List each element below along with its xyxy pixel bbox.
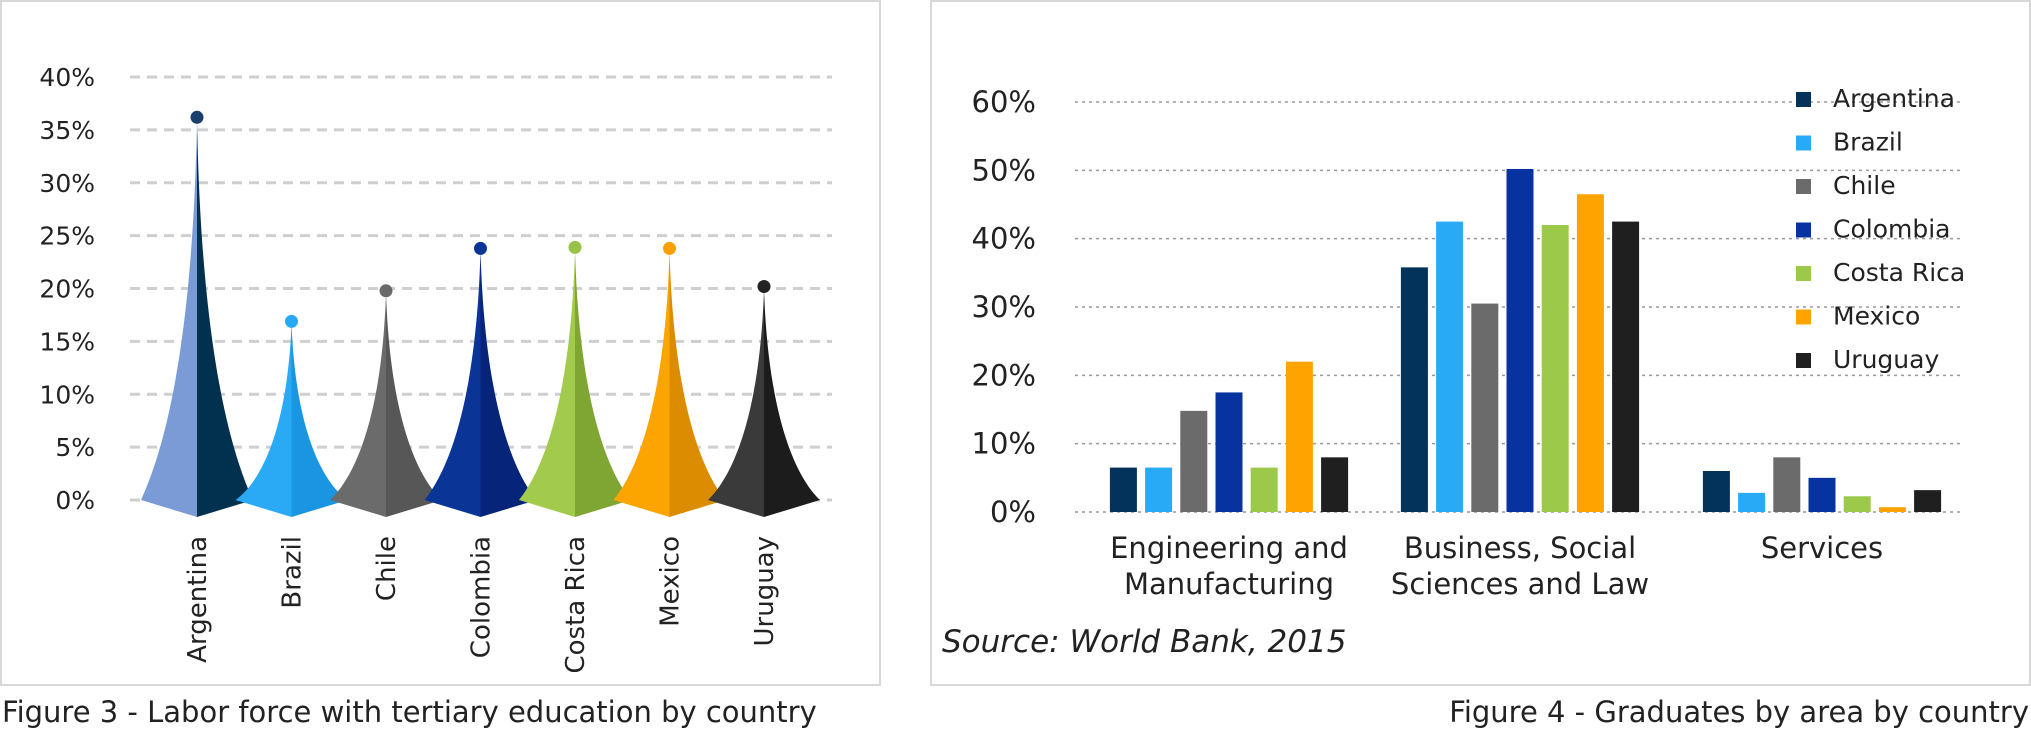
y-tick-label: 60%: [972, 85, 1036, 119]
spike-right-face: [386, 292, 442, 517]
spike-left-face: [235, 323, 292, 517]
labor-force-chart: 0% 5% 10% 15% 20% 25% 30% 35% 40% Argentina Brazil…: [39, 63, 832, 674]
bar-brazil-services: [1738, 492, 1766, 512]
bar-mexico-services: [1878, 507, 1906, 512]
labor-force-chart-panel: 0% 5% 10% 15% 20% 25% 30% 35% 40% Argentina Brazil…: [0, 0, 881, 686]
bar-brazil-engineering-and-manufacturing: [1145, 467, 1173, 512]
y-tick-label: 15%: [39, 327, 95, 356]
spike-right-face: [480, 250, 537, 517]
y-tick-label: 30%: [972, 290, 1036, 324]
spike-costa-rica: [519, 249, 631, 517]
spike-uruguay: [708, 288, 820, 517]
bar-chile-business-social-sciences-and-law: [1471, 303, 1499, 512]
figure-4-caption: Figure 4 - Graduates by area by country: [1449, 695, 2029, 729]
category-label: Mexico: [656, 536, 686, 627]
legend-swatch-argentina: [1796, 92, 1811, 107]
category-label: Colombia: [467, 536, 497, 658]
category-label: Engineering and: [1110, 531, 1348, 565]
category-label: Costa Rica: [561, 536, 591, 674]
legend-label-mexico: Mexico: [1833, 302, 1920, 331]
category-label: Chile: [372, 536, 402, 601]
bar-mexico-business-social-sciences-and-law: [1576, 194, 1604, 512]
category-label: Argentina: [183, 536, 213, 663]
bar-uruguay-services: [1914, 490, 1942, 512]
y-tick-label: 0%: [990, 495, 1036, 529]
bar-costa-rica-business-social-sciences-and-law: [1541, 225, 1569, 512]
legend-label-argentina: Argentina: [1833, 84, 1955, 113]
y-tick-label: 30%: [39, 169, 95, 198]
spike-left-face: [708, 288, 764, 517]
y-tick-label: 20%: [972, 358, 1036, 392]
category-label: Manufacturing: [1124, 567, 1334, 601]
y-tick-label: 20%: [39, 275, 95, 304]
y-tick-label: 50%: [972, 153, 1036, 187]
category-label: Uruguay: [750, 536, 780, 647]
category-label: Sciences and Law: [1391, 567, 1649, 601]
bar-colombia-business-social-sciences-and-law: [1506, 168, 1534, 512]
legend-swatch-brazil: [1796, 135, 1811, 151]
legend-label-brazil: Brazil: [1833, 128, 1903, 157]
spike-chile: [330, 292, 442, 517]
spike-right-face: [575, 249, 631, 517]
spike-tip-marker: [285, 314, 298, 328]
spike-tip-marker: [663, 241, 676, 255]
spike-right-face: [764, 288, 820, 517]
spike-right-face: [197, 119, 253, 518]
bar-chile-services: [1773, 457, 1801, 512]
legend-label-colombia: Colombia: [1833, 215, 1950, 244]
spike-left-face: [519, 249, 575, 517]
spike-tip-marker: [474, 241, 487, 255]
bar-argentina-business-social-sciences-and-law: [1400, 267, 1428, 512]
spike-brazil: [235, 323, 348, 517]
y-tick-label: 40%: [972, 222, 1036, 256]
legend-swatch-uruguay: [1796, 353, 1811, 368]
category-label: Brazil: [278, 536, 308, 609]
graduates-chart-panel: 0% 10% 20% 30% 40% 50% 60% Engineering and Manuf…: [930, 0, 2031, 686]
category-label: Business, Social: [1404, 531, 1636, 565]
spike-left-face: [330, 292, 386, 517]
figure-3-caption: Figure 3 - Labor force with tertiary edu…: [2, 695, 817, 729]
legend-swatch-mexico: [1796, 309, 1811, 325]
y-tick-label: 10%: [972, 427, 1036, 461]
legend-swatch-chile: [1796, 179, 1811, 194]
spike-right-face: [669, 250, 726, 517]
spike-left-face: [424, 250, 481, 517]
legend-label-chile: Chile: [1833, 171, 1896, 200]
spike-left-face: [613, 250, 670, 517]
bar-argentina-services: [1702, 471, 1730, 512]
spike-tip-marker: [568, 240, 582, 254]
y-tick-label: 40%: [39, 63, 95, 92]
y-tick-label: 0%: [55, 486, 95, 515]
spike-left-face: [141, 119, 197, 518]
legend-label-uruguay: Uruguay: [1833, 345, 1939, 374]
bar-mexico-engineering-and-manufacturing: [1285, 361, 1313, 512]
spike-tip-marker: [757, 280, 771, 293]
bar-colombia-engineering-and-manufacturing: [1215, 392, 1243, 512]
bar-uruguay-business-social-sciences-and-law: [1612, 221, 1640, 513]
legend-swatch-costa-rica: [1796, 266, 1811, 281]
bar-uruguay-engineering-and-manufacturing: [1321, 457, 1349, 512]
bar-argentina-engineering-and-manufacturing: [1109, 467, 1137, 512]
bar-chile-engineering-and-manufacturing: [1180, 410, 1208, 512]
spike-tip-marker: [379, 284, 393, 298]
spike-argentina: [141, 119, 253, 518]
graduates-chart: 0% 10% 20% 30% 40% 50% 60% Engineering andManuf…: [972, 84, 1966, 601]
y-tick-label: 10%: [39, 380, 95, 409]
category-label: Services: [1761, 531, 1883, 565]
spike-colombia: [424, 250, 537, 517]
y-tick-label: 35%: [39, 116, 95, 145]
y-tick-label: 25%: [39, 222, 95, 251]
spike-right-face: [291, 323, 348, 517]
legend-label-costa-rica: Costa Rica: [1833, 258, 1965, 287]
y-tick-label: 5%: [55, 433, 95, 462]
bar-colombia-services: [1808, 477, 1836, 512]
spike-mexico: [613, 250, 726, 517]
bar-costa-rica-engineering-and-manufacturing: [1250, 467, 1278, 512]
spike-tip-marker: [190, 110, 204, 124]
bar-costa-rica-services: [1843, 496, 1871, 512]
bar-brazil-business-social-sciences-and-law: [1436, 221, 1464, 513]
source-note: Source: World Bank, 2015: [942, 624, 1347, 660]
legend-swatch-colombia: [1796, 222, 1811, 238]
